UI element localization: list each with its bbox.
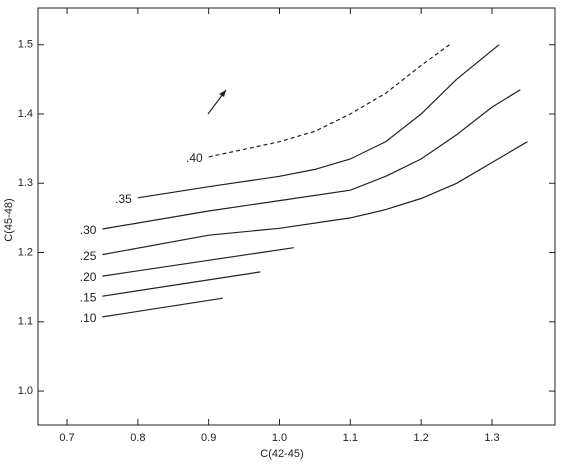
contour-line xyxy=(208,44,450,158)
contour-label: .30 xyxy=(80,223,97,237)
contour-line xyxy=(102,271,261,297)
contour-label: .35 xyxy=(115,192,132,206)
x-tick-label: 0.7 xyxy=(59,432,74,444)
contour-line xyxy=(137,44,500,199)
y-tick-label: 1.3 xyxy=(18,177,33,189)
y-tick-label: 1.4 xyxy=(18,108,33,120)
y-tick-label: 1.2 xyxy=(18,246,33,258)
y-tick-label: 1.5 xyxy=(18,39,33,51)
x-tick-label: 0.9 xyxy=(201,432,216,444)
contour-line xyxy=(102,89,521,230)
x-tick-label: 1.2 xyxy=(413,432,428,444)
contour-line xyxy=(102,247,294,277)
contour-label: .25 xyxy=(80,249,97,263)
x-tick-label: 1.3 xyxy=(484,432,499,444)
x-axis-label: C(42-45) xyxy=(260,448,303,460)
y-tick-label: 1.1 xyxy=(18,316,33,328)
x-tick-label: 0.8 xyxy=(130,432,145,444)
contour-label: .10 xyxy=(80,311,97,325)
y-tick-label: 1.0 xyxy=(18,385,33,397)
x-tick-label: 1.0 xyxy=(272,432,287,444)
contour-line xyxy=(102,141,528,256)
y-axis-label: C(45-48) xyxy=(3,198,15,241)
contour-line xyxy=(102,297,223,318)
arrow xyxy=(207,89,227,115)
contour-label: .40 xyxy=(186,151,203,165)
x-tick-label: 1.1 xyxy=(343,432,358,444)
plot-frame xyxy=(37,7,556,426)
contour-label: .20 xyxy=(80,270,97,284)
contour-label: .15 xyxy=(80,290,97,304)
